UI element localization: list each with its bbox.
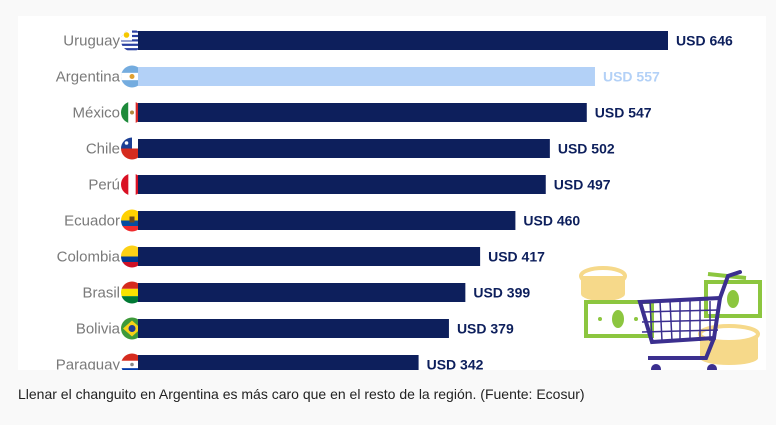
paraguay-flag-icon bbox=[121, 353, 143, 370]
value-label: USD 399 bbox=[473, 285, 530, 301]
bar bbox=[138, 67, 595, 86]
category-label: Chile bbox=[86, 141, 120, 158]
uruguay-flag-icon bbox=[121, 29, 143, 52]
bar bbox=[138, 31, 668, 50]
value-label: USD 460 bbox=[523, 213, 580, 229]
shopping-cart-money-icon bbox=[579, 266, 762, 370]
category-label: Bolivia bbox=[76, 321, 121, 338]
value-label: USD 547 bbox=[595, 105, 652, 121]
bar bbox=[138, 175, 546, 194]
bar bbox=[138, 283, 466, 302]
value-label: USD 342 bbox=[427, 357, 484, 371]
brazil-flag-icon bbox=[121, 317, 143, 340]
category-label: Colombia bbox=[57, 249, 121, 266]
bar bbox=[138, 103, 587, 122]
category-label: Uruguay bbox=[63, 33, 120, 50]
bar bbox=[138, 247, 481, 266]
bar bbox=[138, 139, 550, 158]
value-label: USD 497 bbox=[554, 177, 611, 193]
value-label: USD 417 bbox=[488, 249, 545, 265]
bar bbox=[138, 355, 419, 370]
value-label: USD 502 bbox=[558, 141, 615, 157]
category-label: Paraguay bbox=[56, 357, 121, 371]
bar bbox=[138, 211, 516, 230]
bar-chart: Uruguay USD 646 Argentina USD 557 México USD … bbox=[56, 29, 762, 371]
caption: Llenar el changuito en Argentina es más … bbox=[18, 386, 585, 402]
value-label: USD 379 bbox=[457, 321, 514, 337]
category-label: Ecuador bbox=[64, 213, 120, 230]
argentina-flag-icon bbox=[121, 65, 143, 88]
bar bbox=[138, 319, 449, 338]
value-label: USD 646 bbox=[676, 33, 733, 49]
category-label: México bbox=[72, 105, 120, 122]
bolivia-flag-icon bbox=[121, 281, 143, 304]
category-label: Perú bbox=[88, 177, 120, 194]
chile-flag-icon bbox=[121, 137, 143, 160]
ecuador-flag-icon bbox=[121, 209, 143, 232]
colombia-flag-icon bbox=[121, 245, 143, 268]
chart-panel: Uruguay USD 646 Argentina USD 557 México USD … bbox=[18, 16, 766, 370]
category-label: Brasil bbox=[82, 285, 120, 302]
value-label: USD 557 bbox=[603, 69, 660, 85]
category-label: Argentina bbox=[56, 69, 121, 86]
